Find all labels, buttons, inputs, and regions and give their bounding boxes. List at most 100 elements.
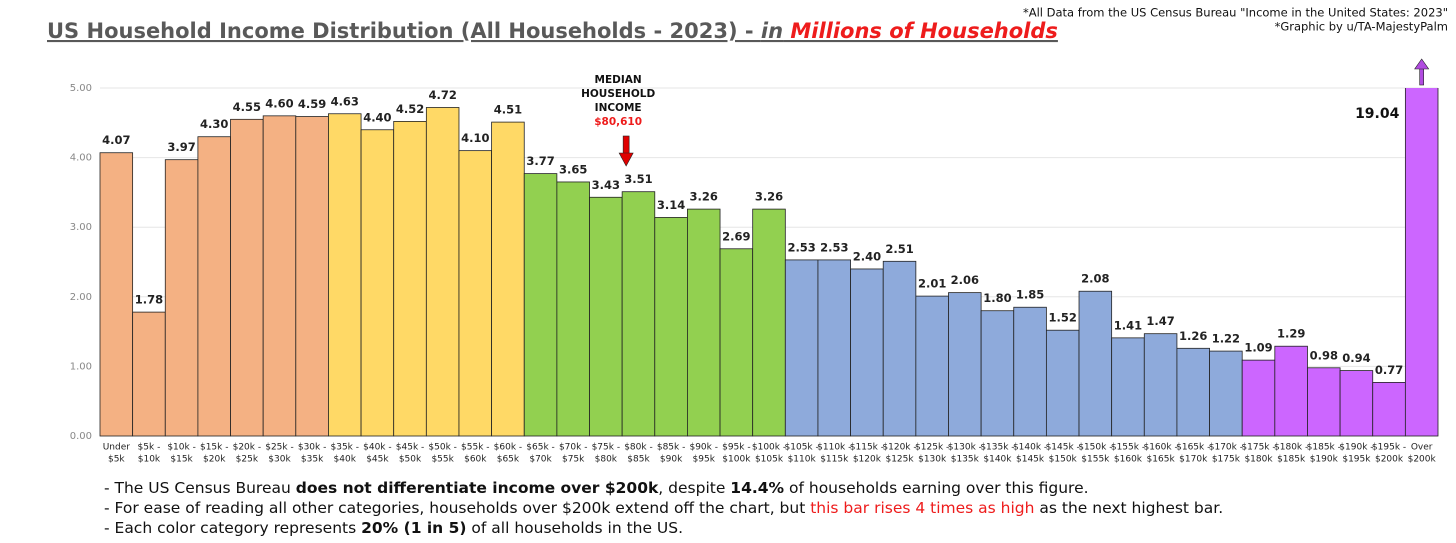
x-tick-label: $45k: [366, 455, 389, 465]
note-segment: 20% (1 in 5): [361, 519, 467, 537]
bar: [164, 159, 199, 437]
bar: [1078, 290, 1113, 437]
x-tick-label: $90k -: [689, 443, 718, 453]
bar: [1307, 367, 1341, 437]
x-tick-label: $15k -: [200, 443, 229, 453]
x-tick-label: $100k -: [752, 443, 786, 453]
bar: [589, 196, 623, 437]
bar: [1176, 347, 1210, 437]
x-tick-label: $70k: [529, 455, 552, 465]
note-segment: of all households in the US.: [466, 519, 684, 537]
value-label: 1.85: [1016, 288, 1044, 302]
x-tick-label: $5k -: [138, 443, 161, 453]
note-segment: - The US Census Bureau: [104, 479, 296, 497]
bar: [719, 248, 754, 437]
bar: [132, 311, 166, 437]
x-tick-label: $25k: [236, 455, 259, 465]
bar: [621, 191, 656, 437]
bar: [1372, 382, 1406, 437]
bar: [980, 310, 1015, 437]
x-tick-label: $75k: [562, 455, 585, 465]
x-tick-label: $160k -: [1143, 443, 1177, 453]
x-tick-label: $95k -: [722, 443, 751, 453]
x-tick-label: $140k -: [1013, 443, 1047, 453]
value-label: 4.40: [363, 110, 391, 124]
bar: [948, 292, 982, 437]
bar: [458, 150, 493, 437]
x-tick-label: $10k -: [167, 443, 196, 453]
value-label: 4.07: [102, 133, 130, 147]
bar: [1404, 88, 1439, 437]
bar: [850, 268, 884, 437]
x-tick-label: $40k -: [363, 443, 392, 453]
value-label: 2.69: [722, 229, 750, 243]
x-tick-label: $115k: [820, 455, 849, 465]
title-part: in: [761, 19, 783, 43]
x-tick-label: $25k -: [265, 443, 294, 453]
note-segment: this bar rises 4 times as high: [810, 499, 1035, 517]
bar: [915, 295, 949, 437]
x-tick-label: $80k -: [624, 443, 653, 453]
bar: [360, 129, 395, 437]
bar: [1045, 329, 1080, 437]
x-tick-label: $60k -: [494, 443, 523, 453]
x-tick-label: $155k -: [1111, 443, 1145, 453]
x-tick-label: $85k: [627, 455, 650, 465]
value-label: 0.77: [1375, 363, 1403, 377]
y-tick-label: 5.00: [70, 83, 92, 94]
x-tick-label: $45k -: [396, 443, 425, 453]
annotation: HOUSEHOLD: [581, 88, 655, 100]
x-tick-label: $5k: [108, 455, 125, 465]
x-tick-label: $135k: [951, 455, 980, 465]
bar: [230, 118, 264, 437]
source-note: *Graphic by u/TA-MajestyPalm: [1275, 20, 1448, 34]
x-tick-label: $20k: [203, 455, 226, 465]
value-label: 4.52: [396, 102, 424, 116]
bar: [393, 121, 427, 437]
x-tick-label: $50k: [399, 455, 422, 465]
x-tick-label: $175k -: [1241, 443, 1275, 453]
bar: [1339, 370, 1374, 437]
value-label: 3.77: [526, 154, 554, 168]
overflow-arrow-head: [1414, 58, 1430, 70]
x-tick-label: $125k -: [915, 443, 949, 453]
x-tick-label: $130k: [918, 455, 947, 465]
bar: [491, 121, 525, 437]
x-tick-label: $35k -: [331, 443, 360, 453]
value-label: 4.63: [331, 94, 359, 108]
bar: [1241, 359, 1276, 437]
value-label: 3.43: [592, 178, 620, 192]
y-tick-label: 3.00: [70, 222, 92, 233]
x-tick-label: $40k: [334, 455, 357, 465]
value-label: 1.78: [135, 293, 163, 307]
value-label: 2.08: [1081, 272, 1109, 286]
x-tick-label: $160k: [1114, 455, 1143, 465]
value-label: 2.51: [885, 242, 913, 256]
x-tick-label: $60k: [464, 455, 487, 465]
x-tick-label: $170k -: [1209, 443, 1243, 453]
y-tick-label: 2.00: [70, 292, 92, 303]
x-tick-label: $35k: [301, 455, 324, 465]
annotation: INCOME: [595, 102, 642, 114]
x-tick-label: $200k: [1408, 455, 1437, 465]
x-tick-label: $140k: [983, 455, 1012, 465]
source-note: *All Data from the US Census Bureau "Inc…: [1023, 6, 1448, 20]
value-label: 1.26: [1179, 329, 1207, 343]
bar: [328, 113, 362, 437]
x-tick-label: $185k: [1277, 455, 1306, 465]
value-label: 1.41: [1114, 318, 1142, 332]
x-tick-label: $135k -: [980, 443, 1014, 453]
x-tick-label: $190k: [1310, 455, 1339, 465]
x-tick-label: $130k -: [948, 443, 982, 453]
bar: [882, 260, 917, 437]
value-label: 3.97: [167, 140, 195, 154]
value-label: 1.80: [983, 291, 1011, 305]
note-segment: as the next highest bar.: [1034, 499, 1224, 517]
bar: [556, 181, 590, 437]
median-arrow-shaft: [622, 135, 630, 155]
x-tick-label: $175k: [1212, 455, 1241, 465]
note-segment: - Each color category represents: [104, 519, 362, 537]
x-tick-label: $145k -: [1046, 443, 1080, 453]
median-arrow-head: [618, 152, 634, 167]
